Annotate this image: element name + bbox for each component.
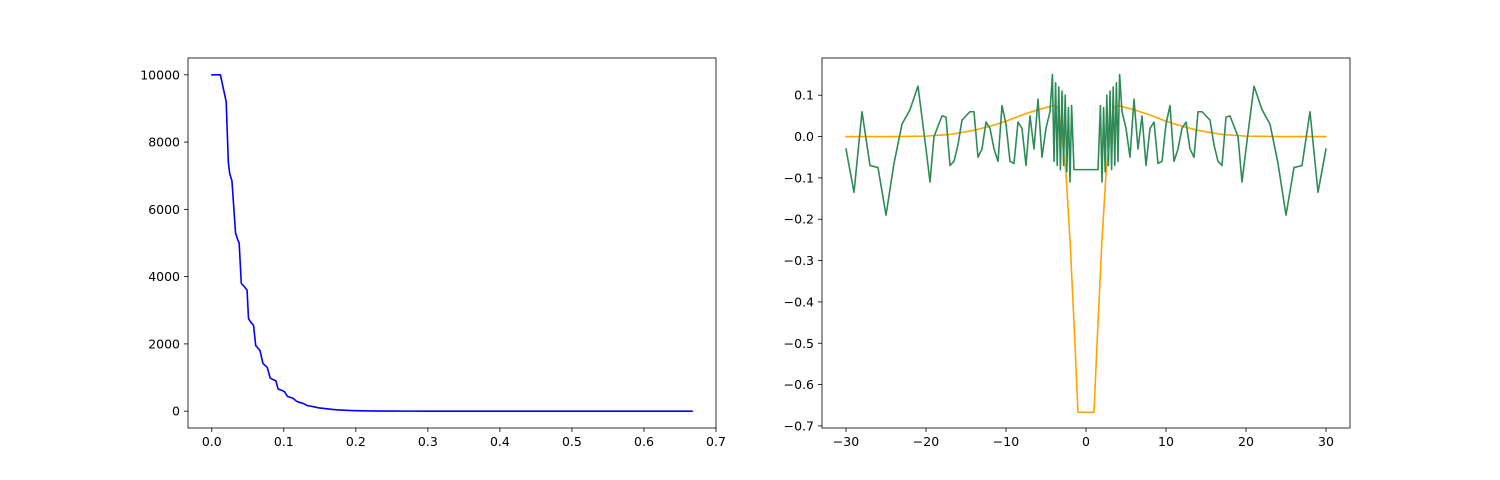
axes-frame bbox=[821, 57, 1351, 429]
x-tick-label: −10 bbox=[993, 434, 1019, 449]
left-chart: 0.0 0.1 0.2 0.3 0.4 0.5 0.6 0.7 0 2000 4000 6000 800… bbox=[140, 57, 726, 449]
y-tick-label: −0.2 bbox=[784, 212, 814, 227]
y-tick-label: 8000 bbox=[148, 135, 180, 150]
x-tick-label: 20 bbox=[1238, 434, 1254, 449]
y-tick-label: 0.1 bbox=[794, 88, 814, 103]
x-tick-label: 30 bbox=[1318, 434, 1334, 449]
y-tick-label: −0.5 bbox=[784, 336, 814, 351]
x-tick-label: 0 bbox=[1082, 434, 1090, 449]
y-tick-label: −0.1 bbox=[784, 170, 814, 185]
x-tick-label: 0.7 bbox=[706, 434, 726, 449]
x-tick-label: 0.6 bbox=[634, 434, 654, 449]
y-tick-label: 6000 bbox=[148, 202, 180, 217]
x-tick-label: 0.0 bbox=[202, 434, 222, 449]
axes-frame bbox=[187, 57, 717, 429]
x-tick-label: 0.1 bbox=[274, 434, 294, 449]
x-tick-label: 0.3 bbox=[418, 434, 438, 449]
y-tick-label: −0.3 bbox=[784, 253, 814, 268]
y-tick-label: 10000 bbox=[140, 67, 180, 82]
y-tick-label: −0.4 bbox=[784, 294, 814, 309]
y-tick-label: −0.6 bbox=[784, 377, 814, 392]
series-line-0 bbox=[845, 104, 1327, 414]
x-tick-label: 10 bbox=[1158, 434, 1174, 449]
x-tick-label: 0.4 bbox=[490, 434, 510, 449]
y-tick-label: 4000 bbox=[148, 269, 180, 284]
x-tick-label: −20 bbox=[913, 434, 939, 449]
y-tick-label: 0 bbox=[172, 404, 180, 419]
x-tick-label: 0.2 bbox=[346, 434, 366, 449]
y-tick-label: −0.7 bbox=[784, 418, 814, 433]
x-tick-label: −30 bbox=[833, 434, 859, 449]
series-line-1 bbox=[845, 73, 1327, 216]
series-line-0 bbox=[210, 74, 694, 412]
y-tick-label: 0.0 bbox=[794, 129, 814, 144]
right-chart: −30 −20 −10 0 10 20 30 −0.7 −0.6 −0.5 −0.4 −0.3 −0.2… bbox=[784, 57, 1351, 449]
y-tick-label: 2000 bbox=[148, 336, 180, 351]
x-tick-label: 0.5 bbox=[562, 434, 582, 449]
